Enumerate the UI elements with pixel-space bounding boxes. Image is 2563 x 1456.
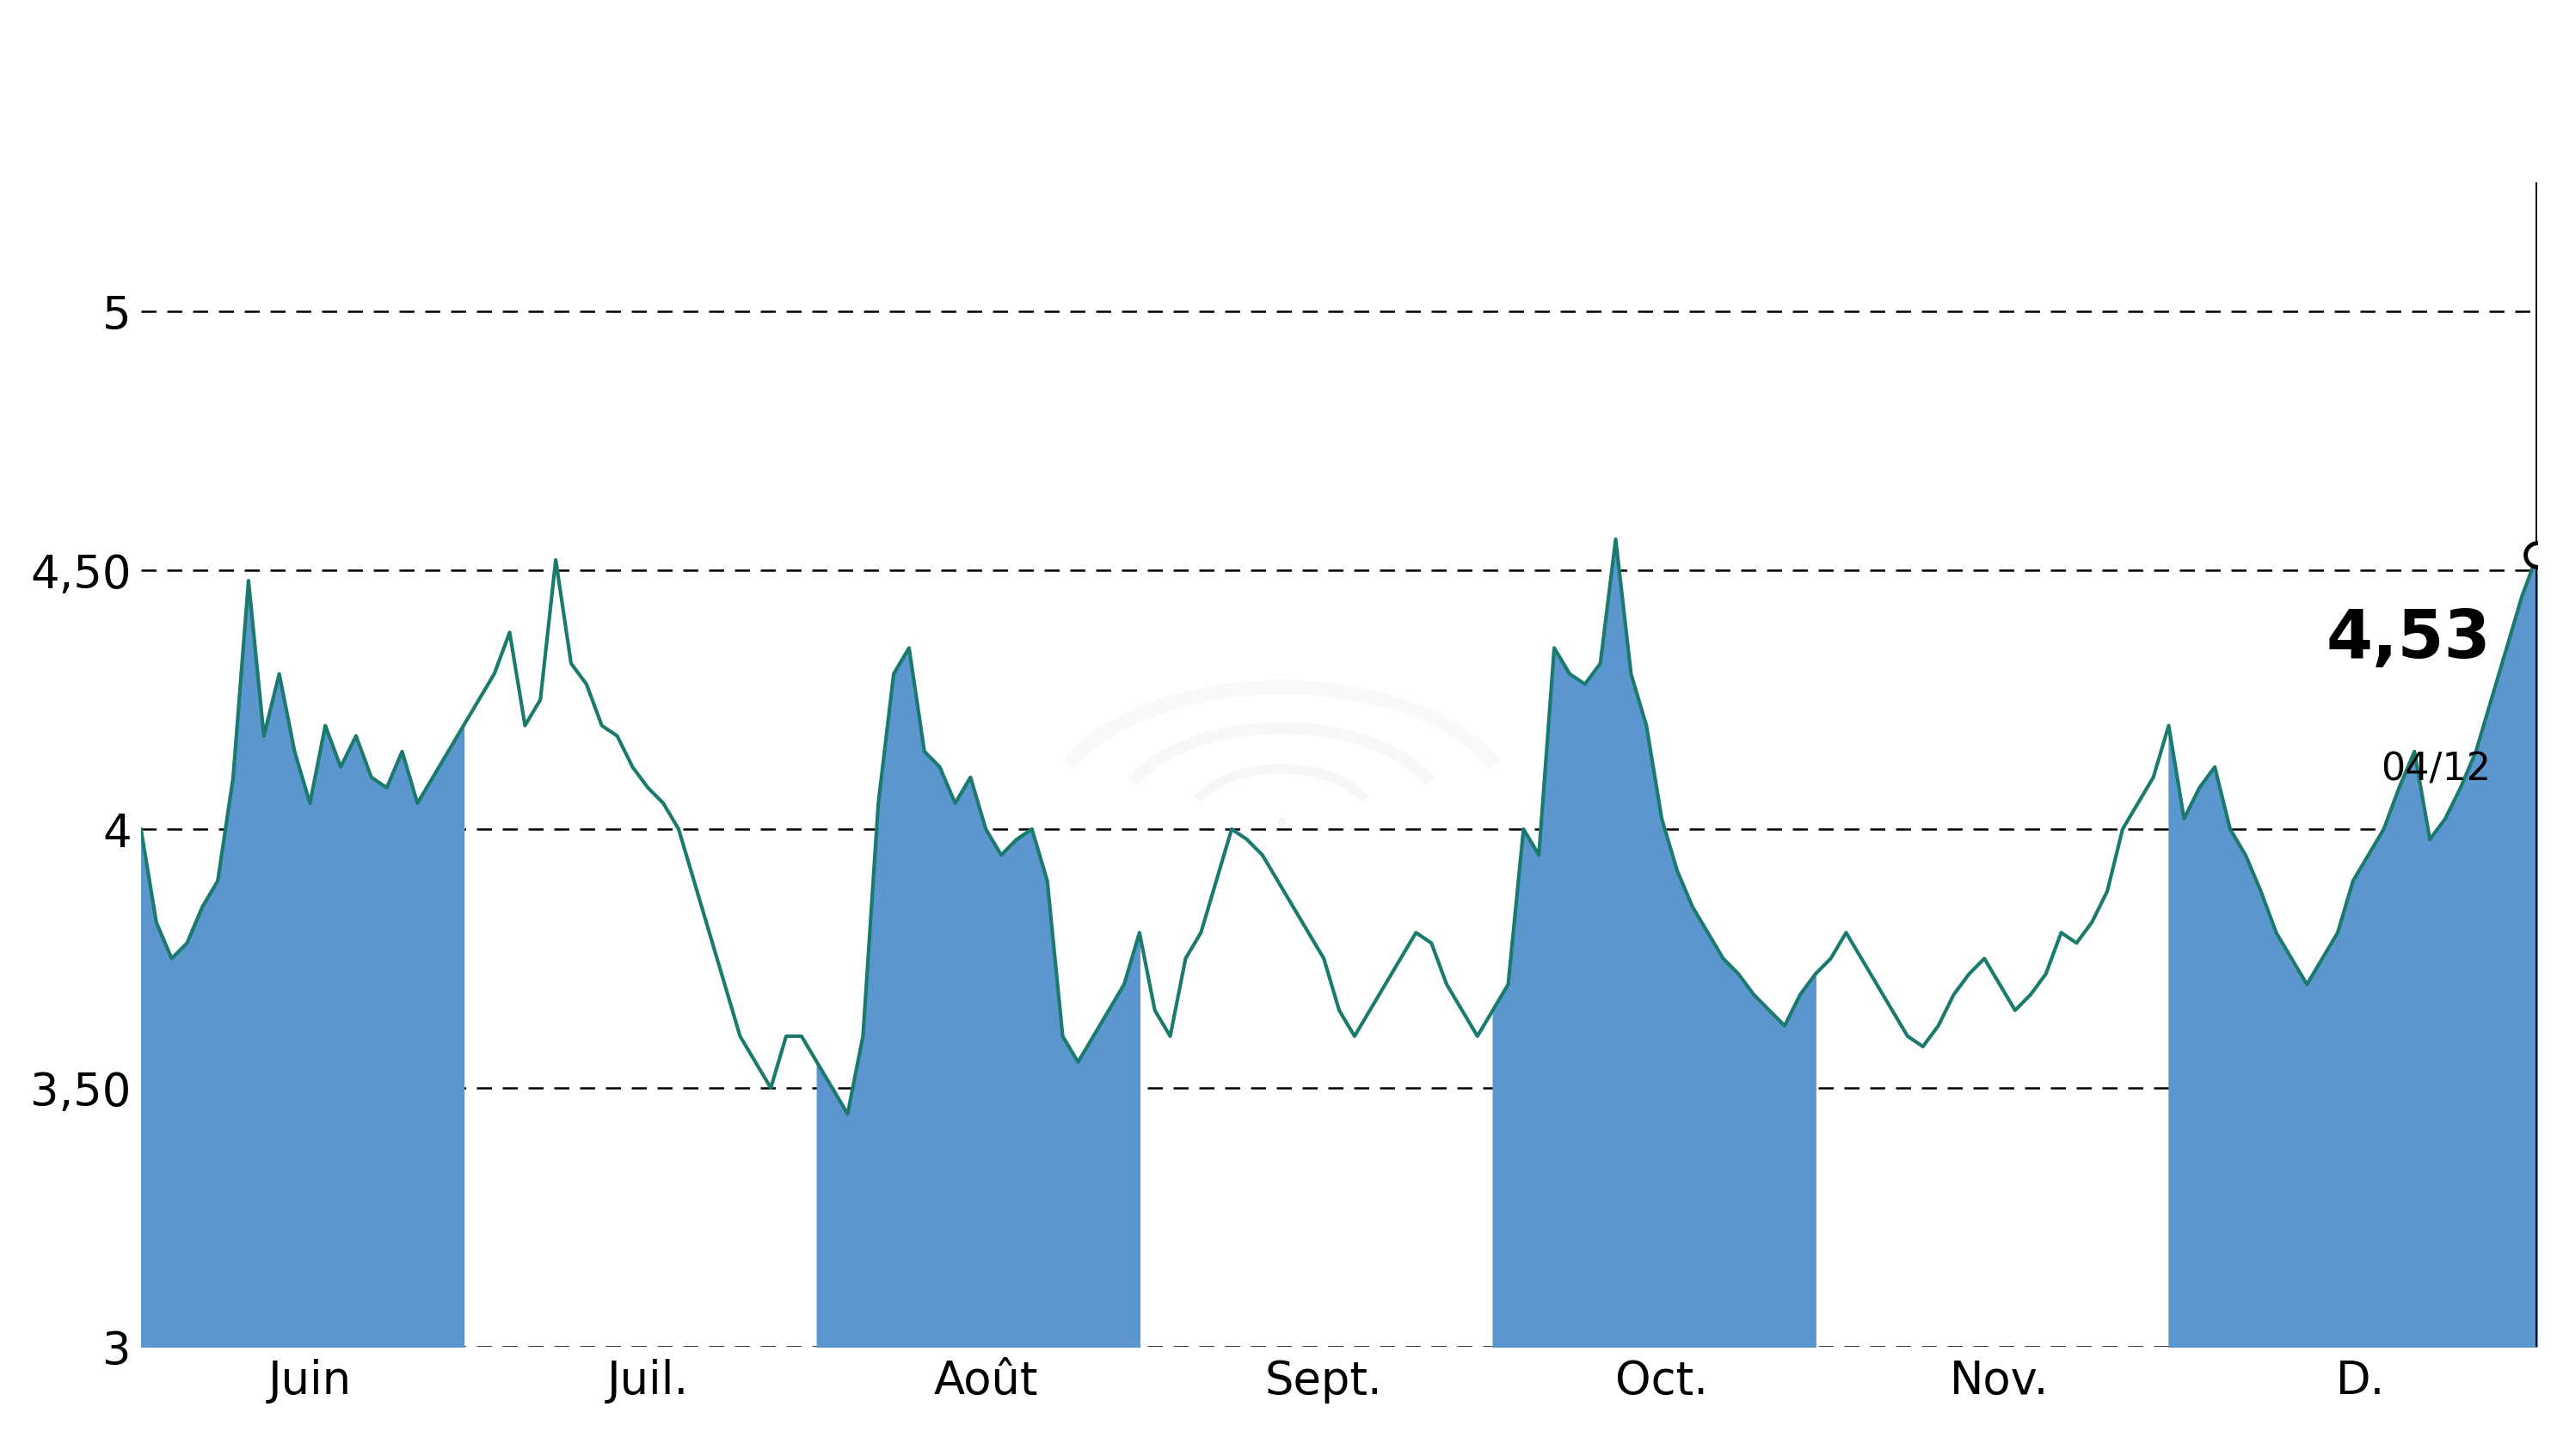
Text: 04/12: 04/12 <box>2381 751 2491 789</box>
Text: Xenetic Biosciences, Inc.: Xenetic Biosciences, Inc. <box>610 47 1953 138</box>
Text: 4,53: 4,53 <box>2327 607 2491 671</box>
